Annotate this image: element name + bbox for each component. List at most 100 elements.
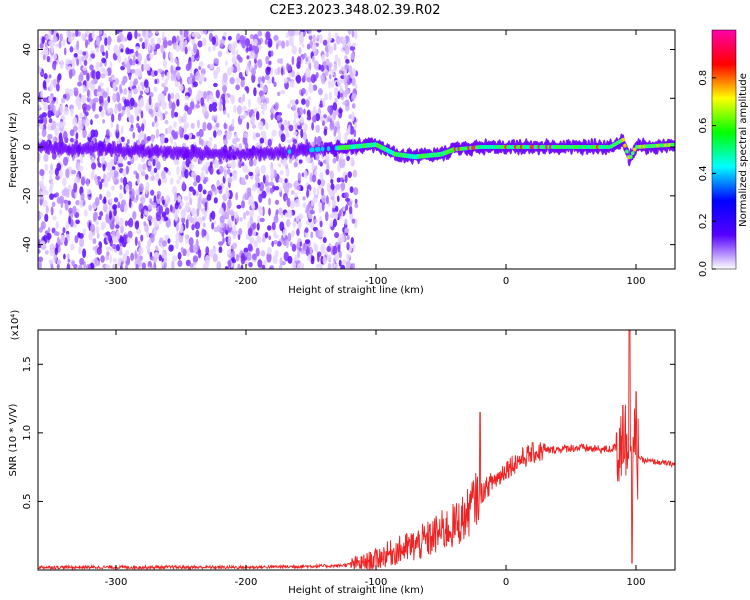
noise-cell (100, 156, 106, 164)
noise-cell (142, 30, 146, 37)
noise-cell (300, 88, 306, 95)
noise-cell (38, 210, 42, 221)
noise-cell (112, 81, 117, 92)
noise-cell (201, 197, 207, 203)
noise-cell (288, 30, 294, 37)
noise-cell (170, 108, 175, 119)
noise-cell (348, 65, 353, 74)
noise-cell (164, 78, 168, 86)
noise-cell (117, 54, 122, 64)
noise-cell (270, 167, 275, 176)
noise-cell (141, 262, 147, 269)
noise-cell (189, 263, 194, 268)
noise-cell (213, 159, 219, 169)
noise-cell (344, 55, 348, 60)
noise-cell (229, 76, 235, 85)
noise-cell (56, 75, 60, 84)
noise-cell (296, 56, 302, 66)
noise-cell (268, 197, 271, 206)
noise-cell (43, 153, 49, 162)
noise-cell (344, 64, 350, 70)
noise-cell (111, 113, 115, 123)
noise-cell (309, 221, 315, 229)
noise-cell (164, 119, 169, 125)
noise-cell (63, 253, 66, 260)
noise-cell (293, 161, 298, 168)
noise-cell (213, 69, 219, 76)
noise-cell (227, 235, 232, 245)
noise-cell (242, 93, 245, 103)
noise-cell (209, 63, 214, 70)
noise-cell (323, 128, 328, 136)
noise-cell (193, 43, 198, 54)
noise-cell (273, 35, 279, 41)
noise-cell (123, 88, 128, 96)
signal-core (625, 149, 629, 154)
noise-cell (129, 127, 134, 132)
noise-cell (135, 194, 139, 201)
noise-cell (270, 67, 274, 76)
noise-cell (126, 98, 130, 109)
chart-title: C2E3.2023.348.02.39.R02 (269, 3, 440, 18)
noise-cell (191, 207, 197, 216)
noise-cell (218, 246, 223, 254)
noise-cell (90, 119, 93, 126)
noise-cell (303, 53, 307, 58)
noise-cell (212, 220, 217, 225)
noise-cell (76, 58, 80, 66)
noise-cell (258, 207, 264, 216)
noise-cell (183, 30, 189, 39)
noise-cell (65, 168, 70, 179)
noise-cell (148, 108, 153, 115)
noise-cell (183, 122, 190, 129)
noise-cell (344, 45, 350, 55)
noise-cell (167, 93, 171, 102)
noise-cell (176, 35, 180, 42)
noise-cell (213, 130, 217, 138)
signal-core (317, 146, 321, 152)
noise-cell (119, 84, 122, 93)
noise-cell (235, 253, 240, 262)
noise-cell (217, 130, 222, 137)
noise-cell (93, 97, 99, 103)
noise-cell (99, 82, 104, 87)
colorbar-tick-label: 0.4 (698, 165, 709, 181)
noise-cell (139, 37, 143, 42)
noise-cell (227, 177, 233, 184)
noise-cell (219, 165, 224, 174)
noise-cell (314, 170, 318, 177)
noise-cell (182, 115, 187, 123)
noise-cell (161, 101, 167, 110)
noise-cell (77, 49, 83, 55)
noise-cell (252, 124, 257, 129)
noise-cell (147, 260, 153, 269)
noise-cell (279, 257, 283, 266)
noise-cell (43, 73, 48, 80)
noise-cell (137, 163, 143, 172)
noise-cell (39, 169, 45, 177)
noise-cell (354, 30, 358, 40)
noise-cell (48, 118, 53, 124)
noise-cell (211, 185, 216, 192)
noise-cell (229, 208, 235, 216)
noise-cell (110, 185, 116, 191)
noise-cell (46, 55, 51, 63)
noise-cell (203, 77, 207, 82)
noise-cell (247, 187, 252, 195)
noise-cell (265, 56, 269, 65)
noise-cell (261, 190, 267, 199)
noise-cell (147, 160, 152, 167)
noise-cell (312, 115, 317, 123)
noise-cell (320, 64, 325, 72)
colorbar-tick-label: 0.6 (698, 118, 709, 134)
noise-cell (119, 184, 123, 190)
noise-cell (163, 138, 169, 144)
noise-cell (50, 43, 54, 54)
noise-cell (155, 43, 161, 50)
y-tick-label: -40 (22, 236, 33, 252)
noise-cell (60, 234, 65, 244)
noise-cell (264, 74, 270, 80)
noise-cell (154, 102, 160, 112)
